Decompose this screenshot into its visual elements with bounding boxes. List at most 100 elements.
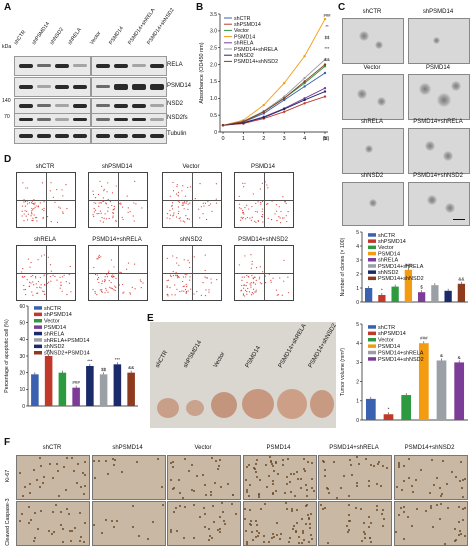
facs-event — [242, 293, 245, 295]
facs-event — [178, 201, 180, 203]
facs-event — [181, 202, 184, 204]
facs-event — [112, 212, 114, 214]
ihc-column-label: shPSMD14 — [112, 445, 143, 451]
facs-event — [101, 200, 104, 202]
legend-label: PSMD14+shRELA — [378, 264, 424, 270]
facs-event — [283, 280, 285, 282]
facs-event — [27, 203, 29, 205]
facs-event — [286, 220, 288, 223]
colony-label: PSMD14 — [425, 65, 450, 71]
facs-event — [27, 258, 30, 260]
facs-event — [98, 202, 100, 204]
facs-event — [169, 286, 171, 289]
facs-event — [101, 282, 103, 285]
facs-event — [112, 274, 114, 276]
facs-event — [208, 204, 210, 207]
facs-event — [251, 263, 253, 265]
facs-event — [107, 271, 110, 274]
facs-event — [50, 221, 52, 223]
facs-event — [41, 182, 44, 184]
facs-event — [244, 218, 247, 220]
bar — [418, 343, 429, 420]
facs-event — [193, 256, 195, 258]
facs-event — [242, 182, 244, 184]
facs-event — [133, 220, 135, 222]
facs-event — [104, 276, 106, 278]
facs-event — [257, 219, 259, 222]
data-point — [283, 81, 286, 85]
facs-event — [172, 190, 175, 192]
facs-event — [23, 289, 25, 291]
facs-event — [250, 284, 252, 286]
facs-event — [112, 217, 114, 219]
facs-plot — [162, 245, 222, 301]
facs-event — [111, 204, 113, 207]
facs-event — [239, 219, 242, 221]
facs-event — [246, 291, 248, 293]
facs-event — [247, 276, 249, 278]
y-tick-label: 1 — [356, 399, 359, 405]
facs-event — [252, 282, 254, 284]
facs-event — [204, 202, 207, 204]
facs-event — [35, 277, 37, 279]
facs-event — [183, 290, 185, 292]
facs-event — [33, 207, 35, 210]
facs-event — [259, 188, 261, 190]
facs-event — [185, 292, 187, 294]
facs-event — [42, 290, 44, 292]
colony-image — [408, 128, 470, 174]
facs-event — [21, 205, 24, 207]
facs-label: Vector — [182, 164, 200, 170]
facs-event — [97, 193, 100, 196]
colony-image — [342, 18, 404, 64]
facs-event — [120, 271, 122, 274]
facs-event — [30, 212, 33, 214]
series-line — [222, 91, 326, 126]
facs-event — [282, 196, 284, 198]
x-tick-label: 2 — [262, 136, 265, 142]
facs-event — [106, 276, 108, 278]
legend-label: PSMD14 — [44, 325, 66, 331]
facs-event — [66, 293, 68, 296]
facs-event — [126, 195, 128, 197]
bar — [99, 374, 108, 406]
legend-label: Vector — [378, 338, 394, 344]
legend-label: Vector — [378, 245, 394, 251]
facs-event — [176, 184, 178, 186]
facs-event — [52, 196, 54, 198]
colony-label: shPSMD14 — [422, 9, 454, 15]
facs-event — [186, 274, 188, 276]
lane-label: shCTR — [13, 29, 28, 46]
facs-event — [112, 275, 115, 277]
facs-event — [256, 211, 259, 213]
facs-event — [283, 259, 285, 261]
bar — [436, 360, 447, 420]
legend-label: PSMD14+shNSD2 — [378, 357, 424, 363]
colony-label: shNSD2 — [360, 173, 384, 179]
facs-event — [206, 277, 209, 279]
tumor-photo-drawing — [157, 389, 334, 419]
ihc-image — [393, 501, 468, 546]
facs-plot — [162, 172, 222, 228]
facs-event — [122, 218, 124, 221]
facs-event — [102, 221, 104, 223]
legend-swatch — [368, 258, 376, 262]
facs-event — [170, 205, 173, 207]
legend-label: shPSMD14 — [44, 312, 72, 318]
bar — [86, 366, 94, 406]
bar — [431, 285, 439, 302]
facs-event — [180, 220, 182, 222]
facs-event — [93, 211, 95, 213]
facs-event — [248, 291, 251, 293]
colony-label: shRELA — [360, 119, 383, 125]
legend-label: Vector — [234, 28, 249, 34]
lane-label: PSMD14 — [108, 25, 125, 46]
facs-event — [26, 279, 28, 281]
data-point — [303, 80, 306, 83]
ihc-image — [242, 455, 317, 500]
legend-swatch — [368, 338, 376, 342]
facs-event — [184, 273, 186, 275]
colony-label: Vector — [363, 65, 381, 71]
facs-event — [121, 206, 124, 208]
facs-event — [261, 182, 263, 184]
